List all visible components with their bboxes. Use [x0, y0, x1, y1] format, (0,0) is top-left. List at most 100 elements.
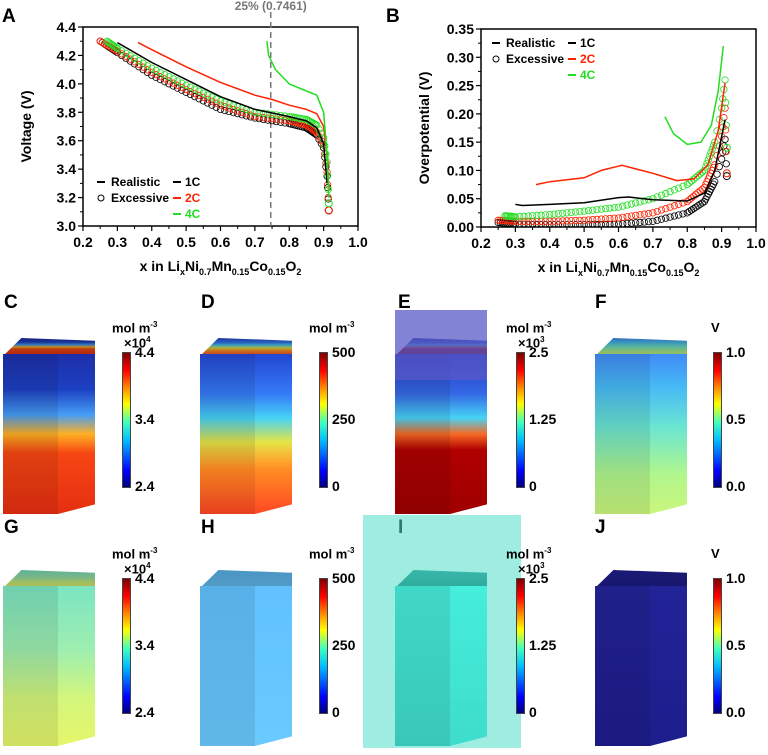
x-tick-label: 1.0 [746, 235, 766, 251]
cuboid-side-face [450, 354, 487, 514]
colorbar-tick-label: 1.25 [529, 411, 557, 427]
colorbar-unit: mol m-3 [506, 320, 551, 335]
legend-entry: Excessive [506, 52, 564, 66]
panel-label: E [398, 292, 411, 313]
data-point [161, 78, 169, 86]
data-point [670, 186, 678, 194]
x-label-subscript: 0.15 [268, 267, 286, 277]
x-tick-label: 0.5 [574, 235, 594, 251]
colorbar [319, 578, 328, 714]
data-point [204, 99, 212, 107]
unit-text: mol m [506, 320, 545, 336]
cuboid-side-face [650, 354, 687, 514]
cuboid-front-face [395, 354, 450, 514]
colorbar-tick-label: 0.5 [726, 637, 746, 653]
data-point [675, 200, 683, 208]
x-tick-label: 0.8 [280, 234, 300, 250]
data-point [696, 187, 704, 195]
y-tick-label: 0.20 [447, 106, 474, 122]
data-point [632, 219, 640, 227]
y-tick-label: 4.2 [57, 47, 77, 63]
x-tick-label: 0.7 [643, 235, 663, 251]
colorbar-unit: mol m-3 [309, 320, 354, 335]
x-tick-label: 0.6 [609, 235, 629, 251]
data-point [602, 220, 610, 227]
data-point [165, 73, 173, 81]
data-point [632, 199, 640, 207]
panel-label: B [386, 6, 400, 27]
data-point [606, 220, 614, 227]
x-label-subscript: 0.7 [199, 267, 212, 277]
colorbar-unit: mol m-3 [112, 320, 157, 335]
colorbar-tick-label: 3.4 [135, 637, 155, 653]
data-point [602, 215, 610, 223]
data-point [173, 84, 182, 92]
data-point [173, 77, 182, 85]
colorbar [516, 352, 525, 488]
cuboid-side-face [255, 586, 292, 746]
x-label-subscript: 0.15 [232, 267, 250, 277]
cuboid-front-face [3, 354, 58, 514]
unit-text: V [711, 546, 720, 561]
data-point [264, 110, 272, 118]
multiplier-text: ×10 [518, 561, 541, 577]
data-point [182, 81, 190, 89]
data-point [589, 216, 597, 224]
data-point [169, 79, 177, 87]
data-point [649, 209, 657, 217]
colorbar-multiplier: ×104 [124, 561, 151, 576]
data-point [173, 81, 182, 89]
data-point [126, 52, 134, 60]
series-excessive-2C [494, 104, 731, 225]
data-point [593, 206, 601, 214]
data-point [191, 89, 199, 98]
data-point [204, 91, 212, 99]
unit-exponent: -3 [544, 546, 552, 555]
panel-label: G [4, 517, 19, 538]
data-point [610, 204, 618, 212]
chart-b-overpotential: B 0.2 0.3 0.4 0.5 0.6 0.7 0.8 0.9 1.0 0.00 0.05 0.10… [386, 6, 766, 278]
data-point [576, 207, 584, 216]
cuboid-side-face [450, 586, 487, 746]
data-point [156, 68, 164, 77]
x-label-subscript: 2 [296, 267, 301, 277]
data-point [208, 93, 216, 101]
data-point [711, 138, 719, 146]
data-point [567, 208, 575, 217]
data-point [524, 217, 532, 225]
unit-text: mol m [506, 546, 545, 562]
data-point [675, 184, 683, 192]
x-tick-label: 0.6 [211, 234, 231, 250]
data-point [589, 220, 597, 227]
y-tick-label: 4.4 [57, 19, 77, 35]
y-axis-label: Overpotential (V) [416, 72, 432, 185]
data-point [584, 207, 593, 215]
data-point [268, 115, 276, 123]
colorbar-unit: V [711, 320, 720, 335]
data-point [657, 206, 666, 214]
data-point [722, 147, 730, 156]
series-realistic-4C [266, 41, 330, 198]
legend-entry: Realistic [111, 175, 161, 189]
cuboid-front-face [200, 354, 255, 514]
data-point [649, 217, 657, 225]
data-point [657, 215, 666, 223]
data-point [571, 221, 580, 227]
series-realistic-2C [535, 82, 726, 186]
colorbar [122, 352, 131, 488]
data-point [259, 109, 268, 117]
data-point [204, 95, 212, 103]
unit-text: V [711, 320, 720, 335]
unit-exponent: -3 [150, 546, 158, 555]
series-realistic-1C [515, 119, 726, 207]
data-point [118, 47, 126, 55]
colorbar-tick-label: 1.25 [529, 637, 557, 653]
data-point [255, 113, 263, 121]
data-point [199, 93, 207, 101]
cuboid-side-face [255, 354, 292, 514]
cuboid-top-face [595, 570, 687, 588]
y-tick-label: 3.4 [57, 161, 77, 177]
data-point [550, 217, 558, 225]
